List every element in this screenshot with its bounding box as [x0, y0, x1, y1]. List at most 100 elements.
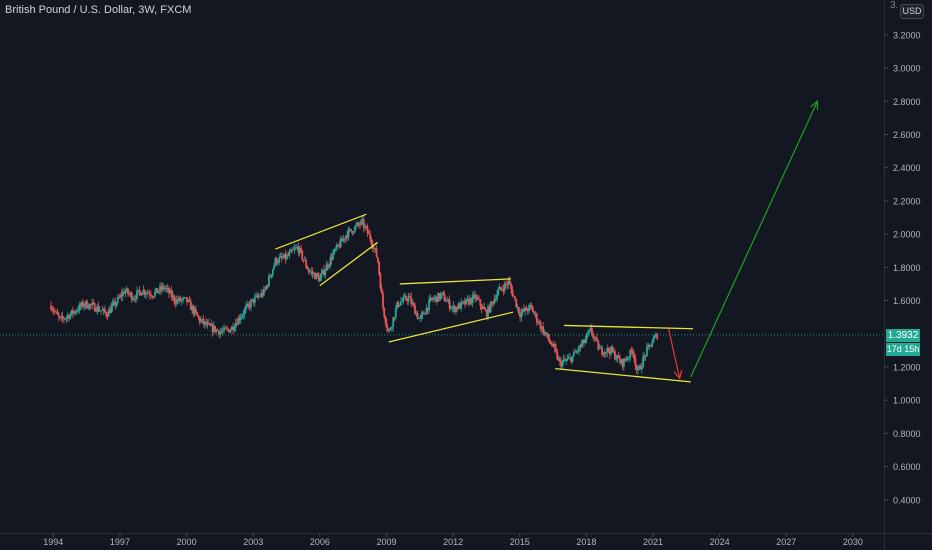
- candle-body: [426, 307, 429, 311]
- candle-body: [51, 309, 54, 311]
- candle-body: [270, 274, 273, 277]
- candle-body: [60, 316, 63, 318]
- candle-body: [75, 310, 78, 313]
- candle-body: [601, 347, 603, 355]
- candle-body: [61, 316, 64, 319]
- candle-body: [648, 344, 651, 346]
- candle-body: [89, 304, 92, 306]
- candle-body: [510, 284, 513, 290]
- candle-body: [642, 356, 644, 368]
- candle-body: [307, 269, 310, 272]
- y-tick-label: 0.6000: [893, 462, 921, 472]
- candles: [50, 214, 659, 375]
- candle-body: [602, 354, 605, 355]
- candle-body: [616, 355, 619, 359]
- candle-body: [458, 303, 461, 309]
- candle-body: [150, 295, 152, 297]
- x-tick-label: 2015: [510, 537, 530, 547]
- candle-body: [565, 360, 568, 361]
- candle-body: [74, 311, 77, 313]
- candle-body: [544, 332, 547, 335]
- candle-body: [415, 313, 418, 315]
- candle-body: [230, 326, 233, 331]
- candle-body: [170, 290, 173, 298]
- y-tick-label: 2.4000: [893, 163, 921, 173]
- candle-body: [274, 258, 277, 266]
- candle-body: [570, 357, 573, 363]
- candle-body: [166, 288, 169, 289]
- candle-body: [637, 368, 639, 371]
- candle-body: [62, 318, 65, 320]
- candle-body: [505, 283, 507, 285]
- candle-body: [119, 294, 122, 298]
- candle-body: [405, 295, 407, 300]
- candle-body: [605, 351, 607, 353]
- candle-body: [73, 311, 76, 314]
- candle-body: [367, 233, 370, 235]
- candle-body: [469, 298, 472, 305]
- candle-body: [183, 297, 186, 299]
- candle-body: [306, 266, 309, 270]
- candle-body: [197, 315, 200, 318]
- candle-body: [551, 344, 554, 347]
- candle-body: [142, 290, 145, 294]
- candle-body: [599, 347, 602, 349]
- candle-body: [247, 303, 250, 305]
- candle-body: [305, 260, 307, 267]
- candle-body: [282, 257, 284, 259]
- candle-body: [330, 256, 333, 260]
- candle-body: [134, 298, 137, 300]
- candle-body: [590, 327, 593, 334]
- candle-body: [147, 292, 150, 294]
- candle-body: [237, 317, 240, 325]
- candle-body: [596, 337, 598, 341]
- candle-body: [228, 329, 231, 333]
- candle-body: [394, 308, 397, 318]
- currency-button[interactable]: USD: [900, 4, 924, 19]
- candle-body: [160, 286, 163, 290]
- candle-body: [64, 318, 67, 320]
- candle-body: [173, 295, 176, 302]
- candle-body: [603, 351, 606, 355]
- candle-body: [164, 288, 167, 290]
- candle-body: [347, 229, 350, 238]
- candle-body: [210, 324, 213, 326]
- candle-body: [462, 300, 465, 302]
- candle-body: [316, 273, 319, 276]
- candle-body: [384, 316, 387, 324]
- candle-body: [574, 351, 577, 353]
- candle-body: [329, 256, 332, 265]
- candle-body: [455, 307, 457, 312]
- candle-body: [533, 312, 536, 314]
- candle-body: [320, 273, 323, 278]
- price-axis: 3.2000 3.0000 2.8000 2.6000 2.4000 2.2000 2.00…: [884, 0, 921, 550]
- candle-body: [124, 291, 127, 294]
- candle-body: [429, 297, 432, 300]
- candle-body: [488, 306, 491, 313]
- candle-body: [370, 239, 373, 245]
- candle-body: [196, 312, 199, 316]
- candle-body: [96, 306, 99, 312]
- candle-body: [244, 306, 247, 310]
- candle-body: [446, 301, 448, 302]
- candle-body: [202, 318, 205, 324]
- candle-body: [396, 301, 398, 309]
- candle-body: [535, 313, 538, 322]
- candle-body: [87, 308, 90, 309]
- candle-body: [512, 295, 515, 297]
- candle-body: [467, 298, 470, 305]
- candle-body: [214, 325, 217, 332]
- channel-2004-lower: [319, 241, 378, 287]
- candle-body: [102, 308, 105, 311]
- candle-body: [421, 312, 424, 315]
- candle-body: [380, 288, 383, 294]
- candle-body: [615, 358, 618, 360]
- candle-body: [617, 355, 620, 359]
- x-tick-label: 2012: [443, 537, 463, 547]
- candle-body: [297, 246, 300, 253]
- candle-body: [375, 248, 378, 258]
- y-tick-label: 1.2000: [893, 362, 921, 372]
- candle-body: [435, 296, 438, 302]
- candle-body: [146, 292, 149, 294]
